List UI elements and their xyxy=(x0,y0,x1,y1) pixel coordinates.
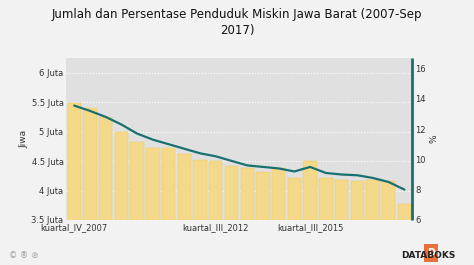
Bar xyxy=(193,160,207,265)
Bar xyxy=(99,117,112,265)
Bar xyxy=(115,132,128,265)
Bar xyxy=(67,103,81,265)
Bar xyxy=(288,178,301,265)
Bar xyxy=(382,180,395,265)
Bar xyxy=(366,180,380,265)
Y-axis label: %: % xyxy=(430,135,439,143)
Text: © ® ℗: © ® ℗ xyxy=(9,251,40,260)
Bar xyxy=(303,161,317,265)
Text: DATABOKS: DATABOKS xyxy=(401,251,455,260)
Bar xyxy=(335,180,348,265)
Bar xyxy=(319,178,333,265)
Bar xyxy=(225,166,238,265)
Bar xyxy=(146,148,160,265)
Bar xyxy=(256,172,270,265)
Bar xyxy=(130,142,144,265)
Text: Jumlah dan Persentase Penduduk Miskin Jawa Barat (2007-Sep
2017): Jumlah dan Persentase Penduduk Miskin Ja… xyxy=(52,8,422,37)
Bar xyxy=(398,204,411,265)
Bar xyxy=(162,148,175,265)
Bar xyxy=(83,108,97,265)
Text: D: D xyxy=(428,248,435,258)
Bar xyxy=(178,154,191,265)
Bar xyxy=(240,168,254,265)
Bar xyxy=(351,180,364,265)
Bar xyxy=(272,168,285,265)
Bar xyxy=(209,161,222,265)
Y-axis label: Jiwa: Jiwa xyxy=(20,130,29,148)
